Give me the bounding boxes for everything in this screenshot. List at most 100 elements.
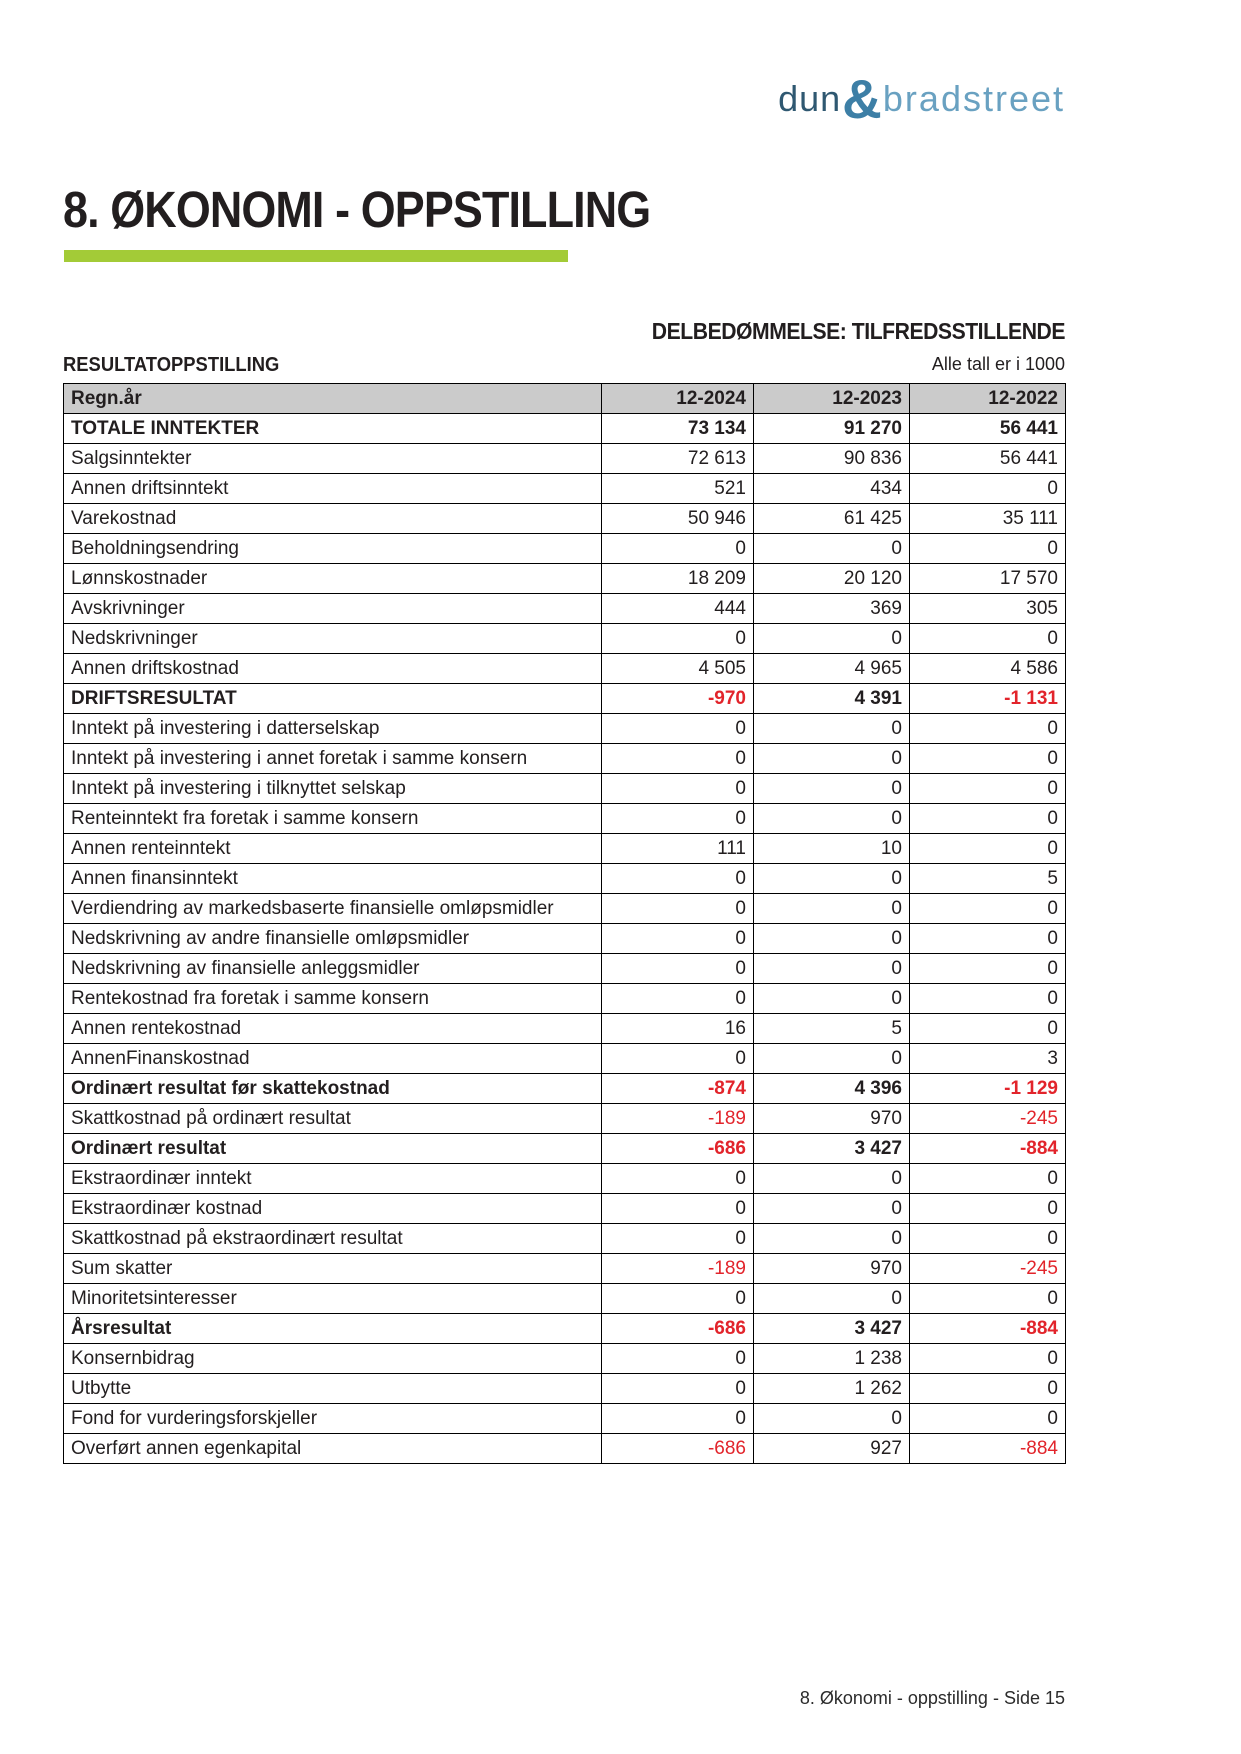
row-value: 0 bbox=[753, 773, 910, 804]
row-value: -686 bbox=[601, 1133, 754, 1164]
row-label: Annen renteinntekt bbox=[63, 833, 602, 864]
row-value: 0 bbox=[601, 773, 754, 804]
row-label: Skattkostnad på ordinært resultat bbox=[63, 1103, 602, 1134]
row-value: 56 441 bbox=[909, 413, 1066, 444]
row-label: DRIFTSRESULTAT bbox=[63, 683, 602, 714]
row-value: 17 570 bbox=[909, 563, 1066, 594]
row-value: 16 bbox=[601, 1013, 754, 1044]
row-value: 970 bbox=[753, 1103, 910, 1134]
header-year-2024: 12-2024 bbox=[601, 383, 754, 414]
table-header-row: Regn.år 12-2024 12-2023 12-2022 bbox=[63, 383, 1066, 414]
row-label: Rentekostnad fra foretak i samme konsern bbox=[63, 983, 602, 1014]
row-value: 73 134 bbox=[601, 413, 754, 444]
table-row: Sum skatter -189 970 -245 bbox=[63, 1253, 1066, 1284]
row-label: Ekstraordinær kostnad bbox=[63, 1193, 602, 1224]
header-year-2022: 12-2022 bbox=[909, 383, 1066, 414]
row-label: Avskrivninger bbox=[63, 593, 602, 624]
row-label: Inntekt på investering i annet foretak i… bbox=[63, 743, 602, 774]
row-label: Annen driftsinntekt bbox=[63, 473, 602, 504]
table-row: Rentekostnad fra foretak i samme konsern… bbox=[63, 983, 1066, 1014]
table-row: Ordinært resultat -686 3 427 -884 bbox=[63, 1133, 1066, 1164]
row-value: 61 425 bbox=[753, 503, 910, 534]
table-row: Nedskrivninger 0 0 0 bbox=[63, 623, 1066, 654]
table-row: TOTALE INNTEKTER 73 134 91 270 56 441 bbox=[63, 413, 1066, 444]
table-row: Renteinntekt fra foretak i samme konsern… bbox=[63, 803, 1066, 834]
row-label: Overført annen egenkapital bbox=[63, 1433, 602, 1464]
row-value: 0 bbox=[909, 1013, 1066, 1044]
row-value: 0 bbox=[753, 893, 910, 924]
page-title: 8. ØKONOMI - OPPSTILLING bbox=[63, 181, 651, 238]
table-row: Årsresultat -686 3 427 -884 bbox=[63, 1313, 1066, 1344]
row-value: 3 427 bbox=[753, 1133, 910, 1164]
row-value: 970 bbox=[753, 1253, 910, 1284]
row-label: Inntekt på investering i datterselskap bbox=[63, 713, 602, 744]
row-value: 0 bbox=[601, 1283, 754, 1314]
row-label: Verdiendring av markedsbaserte finansiel… bbox=[63, 893, 602, 924]
row-value: 0 bbox=[601, 1223, 754, 1254]
row-value: -686 bbox=[601, 1433, 754, 1464]
table-row: Inntekt på investering i datterselskap 0 0… bbox=[63, 713, 1066, 744]
row-label: Sum skatter bbox=[63, 1253, 602, 1284]
row-value: 50 946 bbox=[601, 503, 754, 534]
row-value: 0 bbox=[753, 713, 910, 744]
table-row: Ekstraordinær inntekt 0 0 0 bbox=[63, 1163, 1066, 1194]
row-value: 0 bbox=[753, 1163, 910, 1194]
table-row: Skattkostnad på ekstraordinært resultat 0… bbox=[63, 1223, 1066, 1254]
table-row: Annen renteinntekt 111 10 0 bbox=[63, 833, 1066, 864]
row-value: 90 836 bbox=[753, 443, 910, 474]
row-value: 0 bbox=[601, 863, 754, 894]
row-label: Varekostnad bbox=[63, 503, 602, 534]
row-value: 444 bbox=[601, 593, 754, 624]
row-label: TOTALE INNTEKTER bbox=[63, 413, 602, 444]
row-label: AnnenFinanskostnad bbox=[63, 1043, 602, 1074]
row-value: 0 bbox=[601, 1163, 754, 1194]
row-value: -884 bbox=[909, 1433, 1066, 1464]
row-value: 0 bbox=[601, 1343, 754, 1374]
row-value: 0 bbox=[601, 1043, 754, 1074]
row-value: 0 bbox=[753, 623, 910, 654]
row-value: -884 bbox=[909, 1313, 1066, 1344]
row-value: -970 bbox=[601, 683, 754, 714]
row-value: 434 bbox=[753, 473, 910, 504]
row-value: 0 bbox=[753, 803, 910, 834]
row-value: 0 bbox=[601, 533, 754, 564]
row-label: Nedskrivninger bbox=[63, 623, 602, 654]
row-value: 0 bbox=[753, 953, 910, 984]
row-value: 0 bbox=[753, 743, 910, 774]
row-value: 0 bbox=[601, 923, 754, 954]
logo-text-bradstreet: bradstreet bbox=[882, 78, 1065, 119]
table-row: Annen driftskostnad 4 505 4 965 4 586 bbox=[63, 653, 1066, 684]
row-value: 0 bbox=[909, 623, 1066, 654]
row-value: 0 bbox=[909, 893, 1066, 924]
row-label: Inntekt på investering i tilknyttet sels… bbox=[63, 773, 602, 804]
header-year-2023: 12-2023 bbox=[753, 383, 910, 414]
row-value: 0 bbox=[909, 923, 1066, 954]
table-row: Varekostnad 50 946 61 425 35 111 bbox=[63, 503, 1066, 534]
table-row: Ordinært resultat før skattekostnad -874 4… bbox=[63, 1073, 1066, 1104]
table-title: RESULTATOPPSTILLING bbox=[63, 354, 280, 376]
table-row: Beholdningsendring 0 0 0 bbox=[63, 533, 1066, 564]
row-value: 4 586 bbox=[909, 653, 1066, 684]
row-label: Konsernbidrag bbox=[63, 1343, 602, 1374]
row-value: -1 131 bbox=[909, 683, 1066, 714]
row-value: 0 bbox=[753, 1403, 910, 1434]
page-footer: 8. Økonomi - oppstilling - Side 15 bbox=[799, 1688, 1065, 1708]
row-value: -1 129 bbox=[909, 1073, 1066, 1104]
row-value: 4 391 bbox=[753, 683, 910, 714]
row-value: 0 bbox=[909, 833, 1066, 864]
table-row: Verdiendring av markedsbaserte finansiel… bbox=[63, 893, 1066, 924]
row-value: 0 bbox=[753, 1283, 910, 1314]
row-value: 0 bbox=[909, 713, 1066, 744]
table-row: Overført annen egenkapital -686 927 -884 bbox=[63, 1433, 1066, 1464]
row-value: 5 bbox=[753, 1013, 910, 1044]
row-value: 0 bbox=[753, 923, 910, 954]
table-row: Annen driftsinntekt 521 434 0 bbox=[63, 473, 1066, 504]
row-value: 0 bbox=[909, 1193, 1066, 1224]
logo-text-dun: dun bbox=[778, 78, 842, 119]
table-row: Salgsinntekter 72 613 90 836 56 441 bbox=[63, 443, 1066, 474]
row-value: 0 bbox=[909, 1163, 1066, 1194]
row-value: 5 bbox=[909, 863, 1066, 894]
row-label: Skattkostnad på ekstraordinært resultat bbox=[63, 1223, 602, 1254]
row-label: Renteinntekt fra foretak i samme konsern bbox=[63, 803, 602, 834]
